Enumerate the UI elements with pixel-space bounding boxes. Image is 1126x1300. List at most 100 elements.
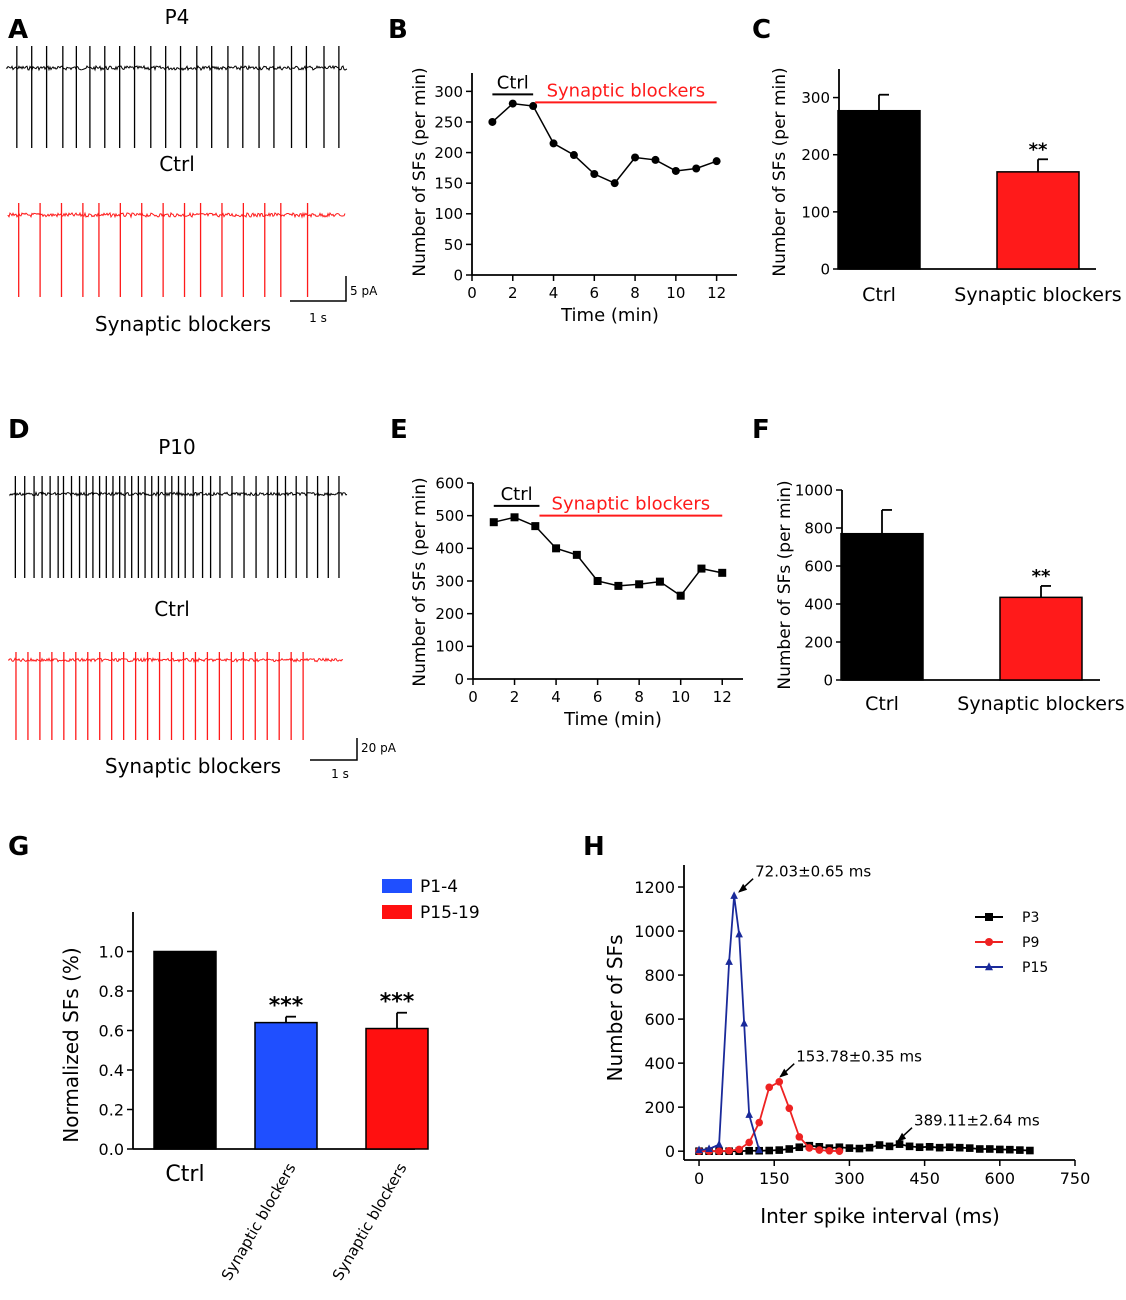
condition-label: Synaptic blockers <box>547 80 706 101</box>
data-point-p3 <box>885 1142 894 1151</box>
data-point <box>651 155 660 164</box>
data-point <box>488 117 497 126</box>
legend-swatch <box>382 905 412 919</box>
panel-label-c: C <box>752 15 771 45</box>
x-tick-label: 10 <box>666 284 685 302</box>
x-tick-label: 2 <box>508 284 518 302</box>
data-point <box>671 166 680 175</box>
y-tick-label: 1000 <box>795 481 833 499</box>
chart-e-xlabel: Time (min) <box>563 709 662 730</box>
trace-a-blocker-label: Synaptic blockers <box>95 312 271 336</box>
chart-g-ylabel: Normalized SFs (%) <box>59 947 83 1142</box>
significance-label: *** <box>380 990 415 1015</box>
trace-a-scale-y: 5 pA <box>350 284 378 298</box>
x-tick-label: 300 <box>834 1169 865 1188</box>
annotation-arrowhead <box>897 1132 907 1142</box>
data-point-p3 <box>975 1145 984 1153</box>
condition-label: Synaptic blockers <box>552 494 711 515</box>
x-tick-label: 600 <box>985 1169 1016 1188</box>
data-point-p9 <box>715 1147 723 1155</box>
data-point-p3 <box>875 1141 884 1149</box>
trace-d-blocker <box>8 652 344 740</box>
trace-d-ctrl-label: Ctrl <box>154 597 190 621</box>
data-point <box>593 577 602 585</box>
y-tick-label: 800 <box>804 519 833 537</box>
y-tick-label: 1200 <box>634 878 675 897</box>
chart-b: Number of SFs (per min) Time (min) 0 50 10… <box>410 67 737 326</box>
data-point-p3 <box>965 1144 974 1152</box>
legend-swatch <box>382 879 412 893</box>
x-tick-label: 6 <box>593 688 603 706</box>
chart-f-ylabel: Number of SFs (per min) <box>775 480 795 689</box>
data-point <box>549 139 558 148</box>
x-category-label: Ctrl <box>865 693 899 715</box>
y-tick-label: 500 <box>435 507 464 525</box>
y-tick-label: 600 <box>435 474 464 492</box>
data-point-p9 <box>785 1104 794 1113</box>
y-tick-label: 400 <box>435 540 464 558</box>
legend-label: P15 <box>1022 960 1048 976</box>
data-point-p3 <box>855 1144 864 1153</box>
trace-a-blocker <box>7 203 346 297</box>
chart-c-ylabel: Number of SFs (per min) <box>770 67 790 276</box>
y-tick-label: 300 <box>801 89 830 107</box>
data-point <box>676 591 685 600</box>
data-point-p15 <box>730 891 738 899</box>
panel-label-e: E <box>390 415 408 445</box>
trace-d-ctrl <box>9 476 348 578</box>
panel-label-a: A <box>8 15 28 45</box>
y-tick-label: 150 <box>434 175 463 193</box>
y-tick-label: 400 <box>644 1054 675 1073</box>
data-point <box>569 151 578 160</box>
data-point-p9 <box>805 1144 814 1152</box>
y-tick-label: 0.0 <box>99 1140 124 1159</box>
x-tick-label: 450 <box>909 1169 940 1188</box>
y-tick-label: 0 <box>823 671 833 689</box>
annotation-arrowhead <box>779 1068 789 1078</box>
data-point <box>718 568 727 577</box>
x-category-label: Ctrl <box>862 284 896 306</box>
bar <box>996 171 1080 270</box>
data-point-p15 <box>735 929 743 938</box>
data-point <box>635 580 644 589</box>
data-point-p9 <box>835 1147 844 1155</box>
x-tick-label: 12 <box>707 284 726 302</box>
data-point-p3 <box>935 1143 944 1152</box>
x-category-label: Synaptic blockers <box>954 284 1121 306</box>
data-point-p9 <box>775 1078 784 1086</box>
x-category-label: Ctrl <box>165 1162 204 1187</box>
panel-label-d: D <box>8 415 30 445</box>
data-point-p9 <box>765 1083 774 1092</box>
y-tick-label: 200 <box>435 605 464 623</box>
y-tick-label: 50 <box>444 236 463 254</box>
chart-b-xlabel: Time (min) <box>560 305 659 326</box>
data-point-p3 <box>955 1143 964 1152</box>
x-tick-label: 150 <box>759 1169 790 1188</box>
data-point-p9 <box>745 1138 753 1147</box>
y-tick-label: 100 <box>434 205 463 223</box>
data-point-p15 <box>715 1140 723 1148</box>
legend-label: P3 <box>1022 910 1039 926</box>
x-tick-label: 0 <box>467 284 477 302</box>
data-point-p15 <box>755 1145 763 1154</box>
trace-a-ctrl <box>5 46 348 148</box>
y-tick-label: 0 <box>820 260 830 278</box>
data-point-p15 <box>745 1110 753 1118</box>
trace-d-scale-y: 20 pA <box>361 741 397 755</box>
panel-label-b: B <box>388 15 408 45</box>
data-point-p3 <box>785 1145 794 1153</box>
x-tick-label: 10 <box>671 688 690 706</box>
x-category-label: Synaptic blockers <box>329 1160 411 1284</box>
chart-e: Number of SFs (per min) Time (min) 01002… <box>410 474 743 730</box>
data-point <box>531 522 540 531</box>
data-point-p3 <box>765 1146 774 1155</box>
y-tick-label: 0.6 <box>99 1021 124 1040</box>
x-tick-label: 0 <box>468 688 478 706</box>
data-point-p3 <box>1006 1145 1014 1154</box>
trace-a-ctrl-baseline <box>5 64 348 72</box>
legend-marker <box>985 913 993 921</box>
panel-label-h: H <box>583 832 605 862</box>
y-tick-label: 200 <box>801 146 830 164</box>
y-tick-label: 400 <box>804 595 833 613</box>
data-point-p9 <box>755 1118 763 1127</box>
